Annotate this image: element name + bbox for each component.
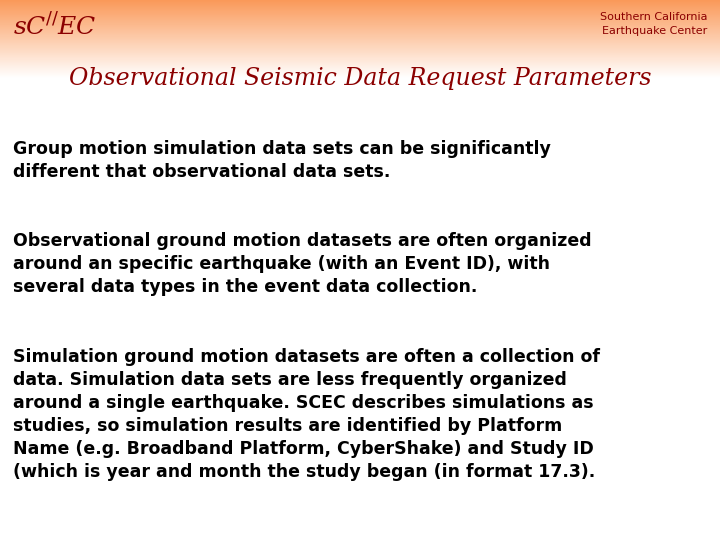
Text: $\mathregular{s}$$\mathregular{C}$$^{//}$$\mathregular{E}$$\mathregular{C}$: $\mathregular{s}$$\mathregular{C}$$^{//}… [13, 14, 96, 40]
Text: Simulation ground motion datasets are often a collection of
data. Simulation dat: Simulation ground motion datasets are of… [13, 348, 600, 481]
Text: Observational Seismic Data Request Parameters: Observational Seismic Data Request Param… [68, 68, 652, 91]
Text: Earthquake Center: Earthquake Center [602, 26, 707, 36]
Text: Observational ground motion datasets are often organized
around an specific eart: Observational ground motion datasets are… [13, 232, 592, 296]
Text: Group motion simulation data sets can be significantly
different that observatio: Group motion simulation data sets can be… [13, 140, 551, 181]
Text: Southern California: Southern California [600, 12, 707, 22]
